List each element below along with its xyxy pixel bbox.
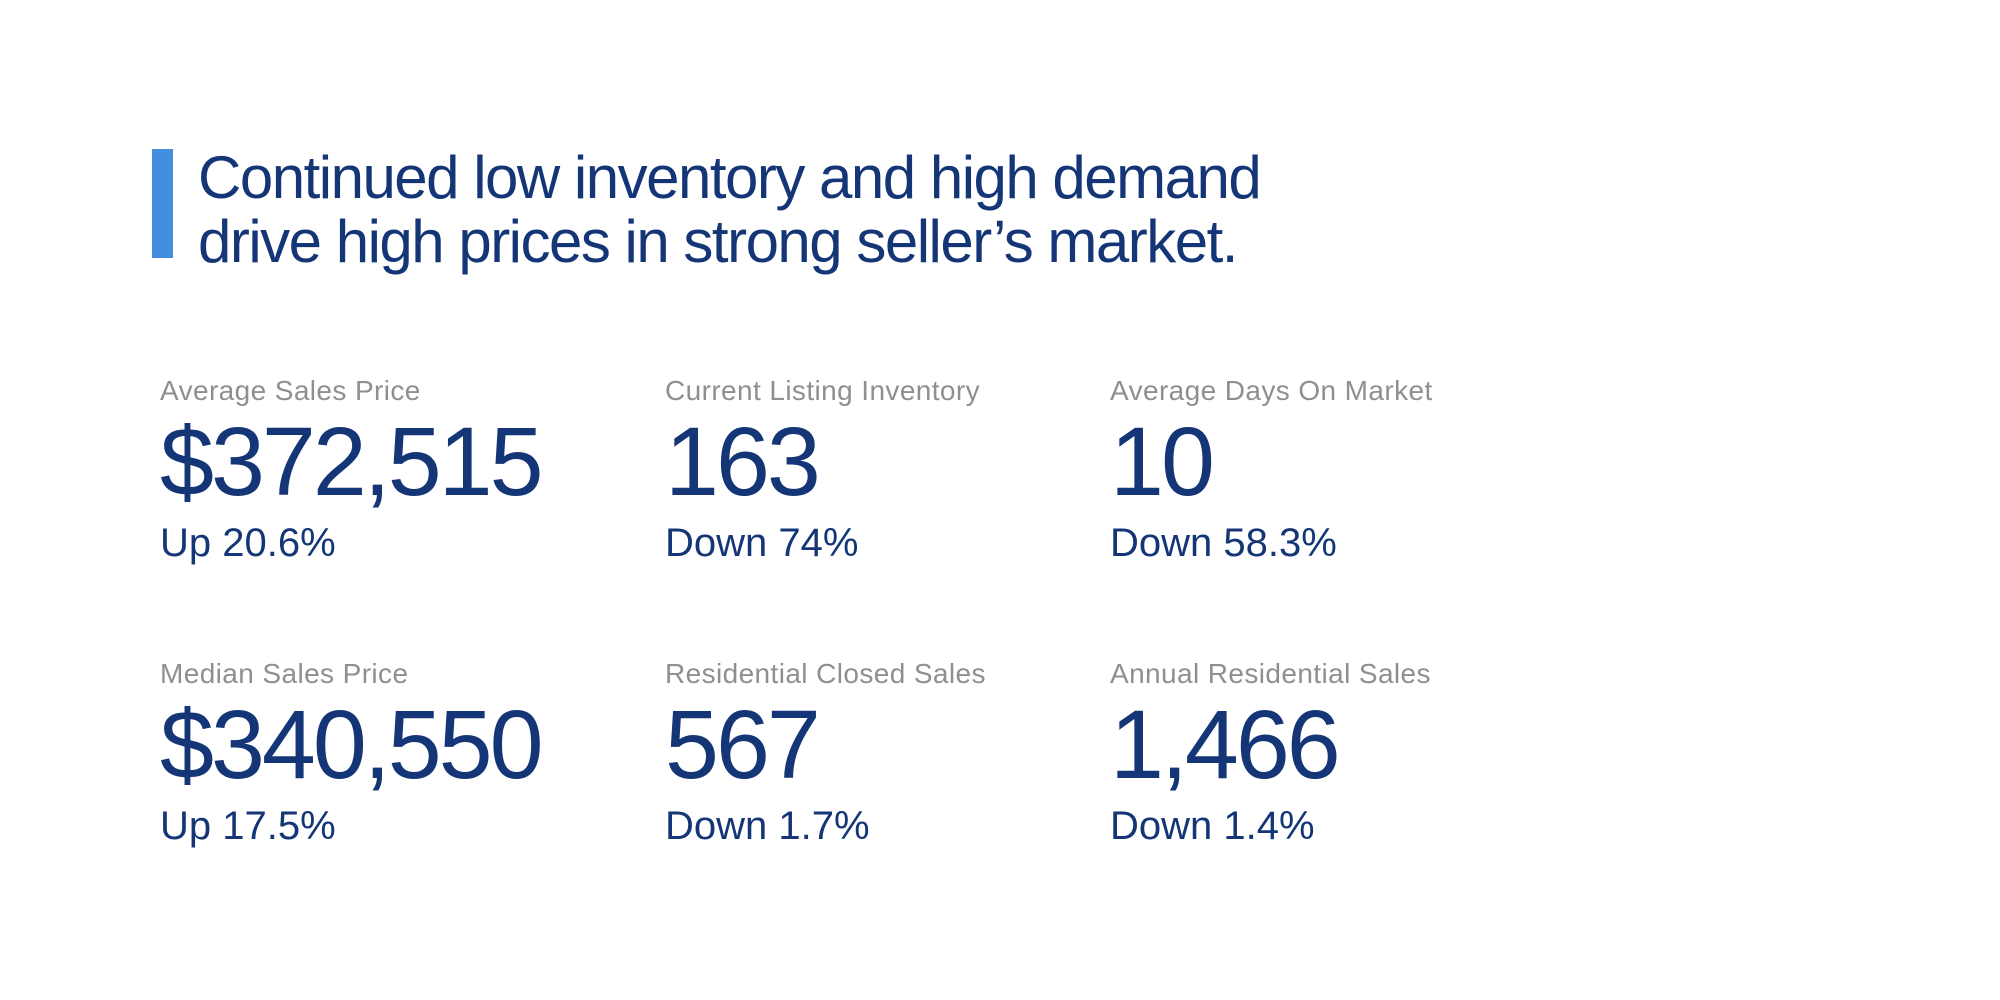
stat-card-residential-closed-sales: Residential Closed Sales 567 Down 1.7% bbox=[665, 657, 1110, 850]
stat-change: Down 1.7% bbox=[665, 804, 870, 848]
stat-value: 1,466 bbox=[1110, 690, 1341, 799]
stat-change: Down 58.3% bbox=[1110, 521, 1337, 565]
stat-label: Current Listing Inventory bbox=[665, 375, 981, 406]
stat-card-annual-residential-sales: Annual Residential Sales 1,466 Down 1.4% bbox=[1110, 657, 1640, 850]
stats-grid: Average Sales Price $372,515 Up 20.6% Cu… bbox=[160, 374, 1640, 850]
stat-change: Up 20.6% bbox=[160, 521, 336, 565]
stat-card-current-listing-inventory: Current Listing Inventory 163 Down 74% bbox=[665, 374, 1110, 567]
stat-card-median-sales-price: Median Sales Price $340,550 Up 17.5% bbox=[160, 657, 665, 850]
stat-card-average-days-on-market: Average Days On Market 10 Down 58.3% bbox=[1110, 374, 1640, 567]
headline: Continued low inventory and high demand … bbox=[152, 144, 1262, 275]
stat-value: 567 bbox=[665, 690, 821, 799]
stat-change: Up 17.5% bbox=[160, 804, 336, 848]
stat-value: $372,515 bbox=[160, 407, 544, 516]
stat-change: Down 1.4% bbox=[1110, 804, 1315, 848]
stat-card-average-sales-price: Average Sales Price $372,515 Up 20.6% bbox=[160, 374, 665, 567]
stat-value: 163 bbox=[665, 407, 821, 516]
stat-label: Average Sales Price bbox=[160, 375, 421, 406]
stat-label: Median Sales Price bbox=[160, 658, 409, 689]
stat-label: Annual Residential Sales bbox=[1110, 658, 1431, 689]
stat-label: Average Days On Market bbox=[1110, 375, 1433, 406]
stat-value: 10 bbox=[1110, 407, 1215, 516]
headline-text: Continued low inventory and high demand … bbox=[198, 144, 1262, 275]
headline-line-2: drive high prices in strong seller’s mar… bbox=[198, 208, 1238, 275]
headline-line-1: Continued low inventory and high demand bbox=[198, 144, 1262, 211]
headline-accent-bar bbox=[152, 149, 173, 258]
stat-label: Residential Closed Sales bbox=[665, 658, 986, 689]
stat-value: $340,550 bbox=[160, 690, 544, 799]
stat-change: Down 74% bbox=[665, 521, 859, 565]
